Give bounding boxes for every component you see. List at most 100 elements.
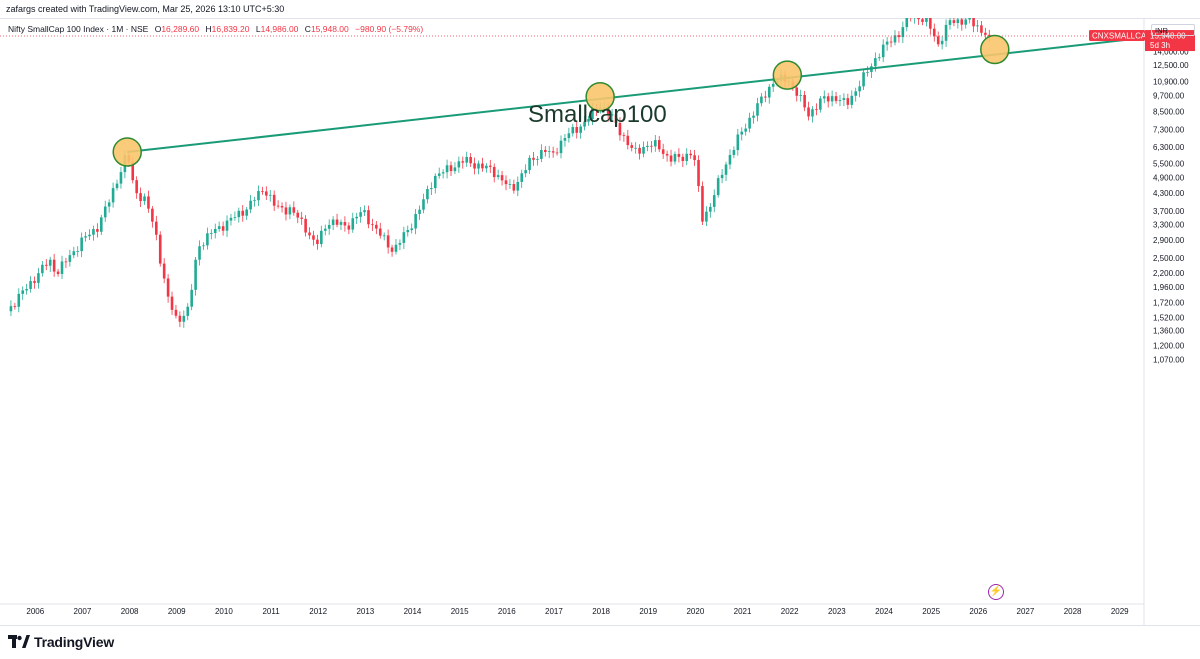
candle-body <box>846 98 850 105</box>
candle-body <box>56 271 60 275</box>
candle-body <box>520 173 524 182</box>
symbol-tag-bg <box>1089 30 1145 42</box>
candle-body <box>752 115 755 118</box>
lightning-icon[interactable]: ⚡ <box>988 584 1004 600</box>
highlight-circles[interactable] <box>112 34 1010 167</box>
legend-close: 15,948.00 <box>310 24 349 34</box>
price-tick-label: 8,500.00 <box>1153 107 1185 116</box>
time-axis[interactable]: 2006 2007 2008 2009 2010 2011 2012 2013 2014 2015… <box>0 603 1144 616</box>
candle-body <box>194 259 197 290</box>
candle-body <box>430 188 433 190</box>
candle-body <box>854 91 857 96</box>
candle-body <box>453 167 457 172</box>
candle-body <box>465 156 469 163</box>
candle-body <box>980 25 983 33</box>
legend-open: 16,289.60 <box>161 24 200 34</box>
candle-body <box>162 263 166 279</box>
candle-body <box>253 200 256 202</box>
currency-button[interactable]: INR <box>1151 24 1195 36</box>
price-tick-label: 1,960.00 <box>1153 283 1185 292</box>
candle-body <box>115 183 119 189</box>
candle-body <box>642 146 645 154</box>
candle-body <box>740 131 744 135</box>
candle-body <box>760 96 763 104</box>
candle-body <box>182 315 186 322</box>
candle-body <box>756 103 759 116</box>
candle-body <box>618 123 622 136</box>
candle-body <box>29 281 32 289</box>
candle-body <box>960 19 964 25</box>
candle-body <box>469 156 472 164</box>
candle-body <box>583 121 586 127</box>
highlight-circle[interactable] <box>980 34 1010 65</box>
candle-body <box>367 210 370 225</box>
candle-body <box>732 150 736 155</box>
candle-body <box>272 194 276 206</box>
candle-body <box>685 153 689 162</box>
candle-body <box>17 293 21 307</box>
candle-body <box>654 140 657 147</box>
candle-body <box>323 228 327 231</box>
candle-body <box>178 315 182 322</box>
candle-body <box>107 202 111 207</box>
candle-body <box>811 109 814 117</box>
candle-body <box>426 189 429 200</box>
price-tick-label: 1,200.00 <box>1153 342 1185 351</box>
legend-symbol: Nifty SmallCap 100 Index · 1M · NSE <box>8 24 149 34</box>
tradingview-logo[interactable]: TradingView <box>8 634 114 650</box>
candle-body <box>327 224 331 229</box>
candle-body <box>261 191 264 192</box>
candle-body <box>359 212 362 217</box>
candle-body <box>889 41 893 43</box>
candle-body <box>119 172 123 184</box>
candle-body <box>536 158 539 160</box>
candle-body <box>964 19 968 25</box>
time-tick-label: 2013 <box>356 607 374 616</box>
credit-text: zafargs created with TradingView.com, Ma… <box>6 4 285 14</box>
time-tick-label: 2016 <box>498 607 516 616</box>
time-tick-label: 2009 <box>168 607 186 616</box>
highlight-circle[interactable] <box>112 137 142 167</box>
candle-body <box>551 151 555 153</box>
price-tick-label: 4,300.00 <box>1153 189 1185 198</box>
candle-body <box>457 161 461 168</box>
candle-body <box>547 151 551 153</box>
candle-body <box>673 153 677 162</box>
candle-body <box>398 242 402 245</box>
chart-annotation[interactable]: Smallcap100 <box>528 101 667 128</box>
candle-body <box>940 40 944 45</box>
candle-body <box>748 117 751 129</box>
candle-body <box>917 18 920 20</box>
candle-body <box>41 264 44 274</box>
candle-body <box>665 153 669 156</box>
candle-body <box>834 96 838 101</box>
highlight-circle[interactable] <box>585 82 615 112</box>
candle-body <box>304 218 307 233</box>
candle-body <box>948 20 952 25</box>
price-tick-label: 2,900.00 <box>1153 236 1185 245</box>
trend-line[interactable] <box>127 36 1144 154</box>
candle-body <box>606 107 610 116</box>
candle-body <box>705 211 708 222</box>
candle-body <box>410 228 413 230</box>
candles <box>9 18 991 328</box>
price-axis[interactable]: 14,000.00 12,500.00 10,900.00 9,700.00 8,500… <box>1153 48 1189 365</box>
candle-body <box>826 96 830 102</box>
candle-body <box>830 96 834 102</box>
candle-body <box>296 212 300 218</box>
candle-body <box>320 230 323 245</box>
candle-body <box>881 44 885 58</box>
time-tick-label: 2017 <box>545 607 563 616</box>
price-chart[interactable]: Smallcap100 14,000.00 12,500.00 10,900.00 9… <box>0 18 1200 626</box>
candle-body <box>386 235 390 248</box>
candle-body <box>363 210 366 213</box>
candle-body <box>441 172 445 174</box>
candle-body <box>512 184 516 191</box>
highlight-circle[interactable] <box>772 60 803 90</box>
candle-body <box>767 86 771 98</box>
legend-low: 14,986.00 <box>260 24 299 34</box>
time-tick-label: 2015 <box>451 607 469 616</box>
candle-body <box>728 155 732 165</box>
price-tick-label: 10,900.00 <box>1153 78 1189 87</box>
candle-body <box>265 191 268 196</box>
